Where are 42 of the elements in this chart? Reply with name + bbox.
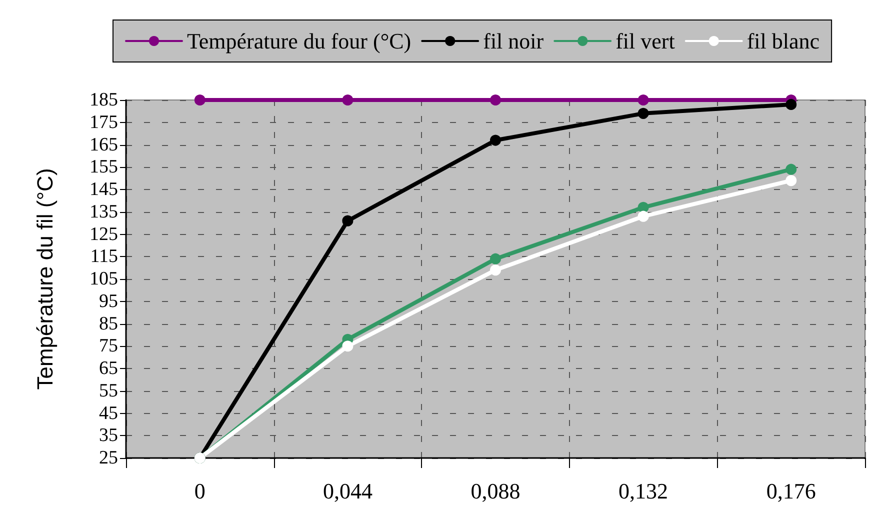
legend-label: fil vert bbox=[616, 28, 675, 54]
y-tick-label: 35 bbox=[99, 425, 118, 446]
y-tick-label: 135 bbox=[90, 201, 118, 222]
point bbox=[638, 108, 649, 119]
x-tick-label: 0,132 bbox=[618, 478, 668, 504]
y-tick-label: 125 bbox=[90, 224, 118, 245]
point bbox=[638, 94, 649, 106]
point bbox=[194, 94, 206, 106]
legend-label: fil blanc bbox=[746, 28, 820, 54]
point bbox=[490, 253, 501, 264]
y-tick-label: 165 bbox=[90, 134, 118, 156]
legend-label: fil noir bbox=[483, 28, 544, 54]
x-tick-label: 0 bbox=[194, 478, 206, 504]
point bbox=[342, 215, 354, 226]
y-tick-label: 115 bbox=[90, 246, 118, 268]
point bbox=[490, 264, 501, 276]
x-tick-label: 0,044 bbox=[322, 478, 372, 504]
y-tick-label: 185 bbox=[90, 90, 118, 110]
y-tick-label: 85 bbox=[99, 313, 118, 334]
y-tick-label: 155 bbox=[90, 156, 118, 178]
y-tick-label: 55 bbox=[99, 380, 118, 402]
y-tick-label: 175 bbox=[90, 112, 118, 133]
point bbox=[786, 164, 797, 175]
y-tick-label: 75 bbox=[99, 336, 118, 357]
point bbox=[490, 94, 501, 106]
point bbox=[638, 202, 649, 213]
point bbox=[490, 134, 501, 146]
point bbox=[638, 210, 649, 222]
point bbox=[786, 98, 797, 110]
point bbox=[342, 340, 354, 352]
y-axis-title: Température du fil (°C) bbox=[32, 168, 58, 390]
x-tick-label: 0,088 bbox=[470, 478, 520, 504]
legend-label: Température du four (°C) bbox=[187, 28, 412, 54]
point bbox=[342, 94, 354, 106]
y-tick-label: 105 bbox=[90, 268, 118, 290]
x-tick-label: 0,176 bbox=[766, 478, 816, 504]
y-tick-label: 25 bbox=[99, 448, 118, 468]
y-tick-label: 95 bbox=[99, 290, 118, 312]
point bbox=[786, 175, 797, 186]
y-tick-label: 65 bbox=[99, 358, 118, 379]
y-tick-label: 45 bbox=[99, 402, 118, 424]
y-tick-label: 145 bbox=[90, 179, 118, 200]
